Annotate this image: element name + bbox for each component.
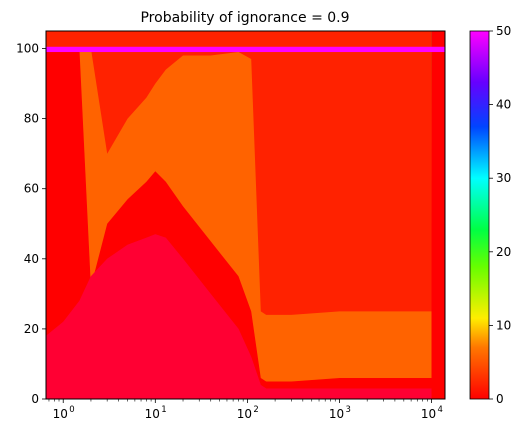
contour-band-lowest [46,234,432,399]
x-tick-exponent: 4 [438,405,443,415]
x-tick-exponent: 1 [161,405,166,415]
x-tick-label: 10 [237,407,252,421]
x-tick-exponent: 2 [253,405,258,415]
x-tick-exponent: 3 [345,405,350,415]
y-axis: 0 20 40 60 80 100 [16,42,46,406]
colorbar [469,30,490,400]
plot-frame [45,30,446,400]
y-tick-label: 40 [24,252,39,266]
y-tick-label: 60 [24,182,39,196]
colorbar-tick-label: 30 [496,171,511,185]
x-tick-label: 10 [421,407,436,421]
x-axis: 10 0 10 1 10 2 10 3 10 4 [48,399,443,421]
colorbar-tick-label: 10 [496,318,511,332]
x-tick-label: 10 [53,407,68,421]
contour-band-top [46,46,445,53]
colorbar-tick-label: 20 [496,245,511,259]
colorbar-tick-label: 40 [496,98,511,112]
x-tick-label: 10 [329,407,344,421]
colorbar-tick-label: 50 [496,24,511,38]
y-tick-label: 80 [24,112,39,126]
x-tick-exponent: 0 [69,405,74,415]
y-tick-label: 0 [31,392,39,406]
contour-bands [46,31,445,399]
colorbar-tick-label: 0 [496,392,504,406]
contour-band-transition [46,48,432,382]
colorbar-axis: 0 10 20 30 40 50 [489,24,511,406]
x-tick-label: 10 [145,407,160,421]
chart-title: Probability of ignorance = 0.9 [140,10,349,26]
y-tick-label: 100 [16,42,39,56]
y-tick-label: 20 [24,322,39,336]
